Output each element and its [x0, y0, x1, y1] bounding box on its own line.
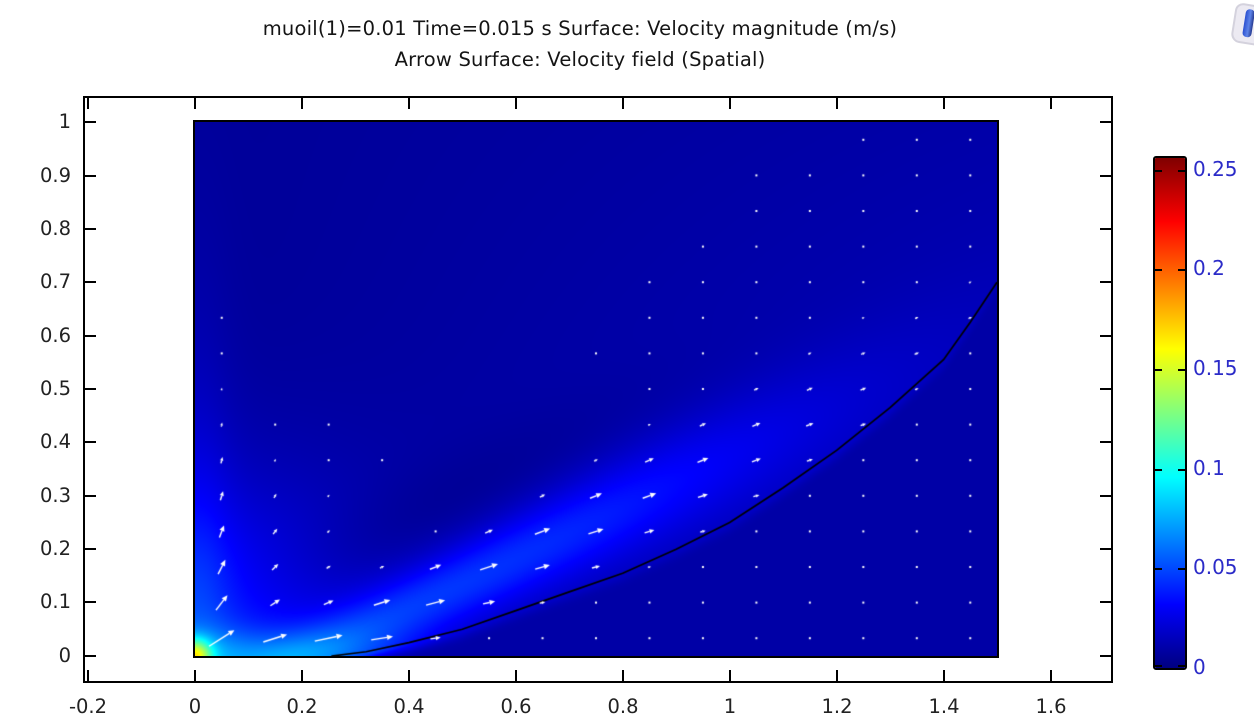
surface-plot-area: [193, 120, 999, 658]
y-tick: [85, 495, 96, 497]
y-tick-label: 0.8: [39, 217, 71, 240]
plot-title-line2: Arrow Surface: Velocity field (Spatial): [394, 48, 766, 71]
y-tick-label: 0.1: [39, 590, 71, 613]
y-tick: [1100, 388, 1111, 390]
y-tick: [1100, 601, 1111, 603]
window-corner-icon[interactable]: [1230, 2, 1254, 46]
y-tick: [85, 281, 96, 283]
colorbar-tick-label: 0: [1193, 655, 1206, 679]
colorbar-notch: [1178, 170, 1185, 172]
colorbar: [1153, 156, 1187, 670]
y-tick: [1100, 281, 1111, 283]
y-tick: [85, 548, 96, 550]
x-tick: [408, 670, 410, 681]
x-tick: [301, 670, 303, 681]
axis-frame: [83, 96, 1113, 683]
colorbar-notch: [1178, 469, 1185, 471]
y-tick: [1100, 175, 1111, 177]
y-tick-label: 0: [58, 644, 71, 667]
x-tick: [515, 98, 517, 109]
colorbar-notch: [1155, 568, 1162, 570]
x-tick: [1050, 98, 1052, 109]
x-tick: [87, 98, 89, 109]
colorbar-notch: [1155, 369, 1162, 371]
x-tick-label: 1.6: [1035, 695, 1067, 718]
window-corner-icon-glyph: [1242, 8, 1254, 38]
x-tick-label: 0.8: [607, 695, 639, 718]
x-tick: [194, 98, 196, 109]
velocity-surface-canvas: [195, 122, 997, 656]
x-tick: [729, 98, 731, 109]
colorbar-tick-label: 0.15: [1193, 356, 1238, 380]
x-tick: [622, 670, 624, 681]
colorbar-tick-label: 0.05: [1193, 555, 1238, 579]
y-tick-label: 0.7: [39, 270, 71, 293]
x-tick: [301, 98, 303, 109]
x-tick: [943, 98, 945, 109]
y-tick: [1100, 121, 1111, 123]
colorbar-notch: [1178, 665, 1185, 667]
y-tick: [1100, 441, 1111, 443]
colorbar-notch: [1178, 269, 1185, 271]
colorbar-notch: [1155, 469, 1162, 471]
x-tick: [408, 98, 410, 109]
colorbar-tick-label: 0.25: [1193, 157, 1238, 181]
colorbar-notch: [1155, 665, 1162, 667]
x-tick-label: 1.4: [928, 695, 960, 718]
x-tick-label: 1: [723, 695, 737, 718]
colorbar-tick-label: 0.2: [1193, 256, 1225, 280]
x-tick-label: 0.4: [393, 695, 425, 718]
x-tick: [194, 670, 196, 681]
y-tick: [85, 655, 96, 657]
y-tick-label: 0.2: [39, 537, 71, 560]
y-tick: [1100, 548, 1111, 550]
y-tick-label: 0.4: [39, 430, 71, 453]
x-tick: [87, 670, 89, 681]
y-tick: [1100, 655, 1111, 657]
colorbar-notch: [1178, 568, 1185, 570]
x-tick: [943, 670, 945, 681]
y-tick: [85, 121, 96, 123]
x-tick-label: 0.2: [286, 695, 318, 718]
y-tick-label: 0.6: [39, 324, 71, 347]
y-tick: [85, 388, 96, 390]
y-tick: [85, 601, 96, 603]
x-tick: [836, 98, 838, 109]
colorbar-tick-label: 0.1: [1193, 456, 1225, 480]
y-tick: [85, 335, 96, 337]
colorbar-notch: [1178, 369, 1185, 371]
plot-title: muoil(1)=0.01 Time=0.015 s Surface: Velo…: [60, 13, 1100, 75]
y-tick-label: 1: [58, 110, 71, 133]
y-tick: [1100, 495, 1111, 497]
y-tick: [1100, 228, 1111, 230]
y-tick: [85, 175, 96, 177]
colorbar-notch: [1155, 170, 1162, 172]
x-tick: [836, 670, 838, 681]
y-tick-label: 0.9: [39, 164, 71, 187]
x-tick-label: 1.2: [821, 695, 853, 718]
y-tick: [85, 441, 96, 443]
y-tick-label: 0.3: [39, 484, 71, 507]
x-tick-label: 0: [188, 695, 202, 718]
x-tick-label: -0.2: [68, 695, 108, 718]
x-tick-label: 0.6: [500, 695, 532, 718]
plot-title-line1: muoil(1)=0.01 Time=0.015 s Surface: Velo…: [262, 17, 898, 40]
colorbar-gradient: [1155, 158, 1185, 668]
y-tick-label: 0.5: [39, 377, 71, 400]
x-tick: [515, 670, 517, 681]
colorbar-notch: [1155, 269, 1162, 271]
y-tick: [85, 228, 96, 230]
x-tick: [1050, 670, 1052, 681]
x-tick: [622, 98, 624, 109]
x-tick: [729, 670, 731, 681]
y-tick: [1100, 335, 1111, 337]
